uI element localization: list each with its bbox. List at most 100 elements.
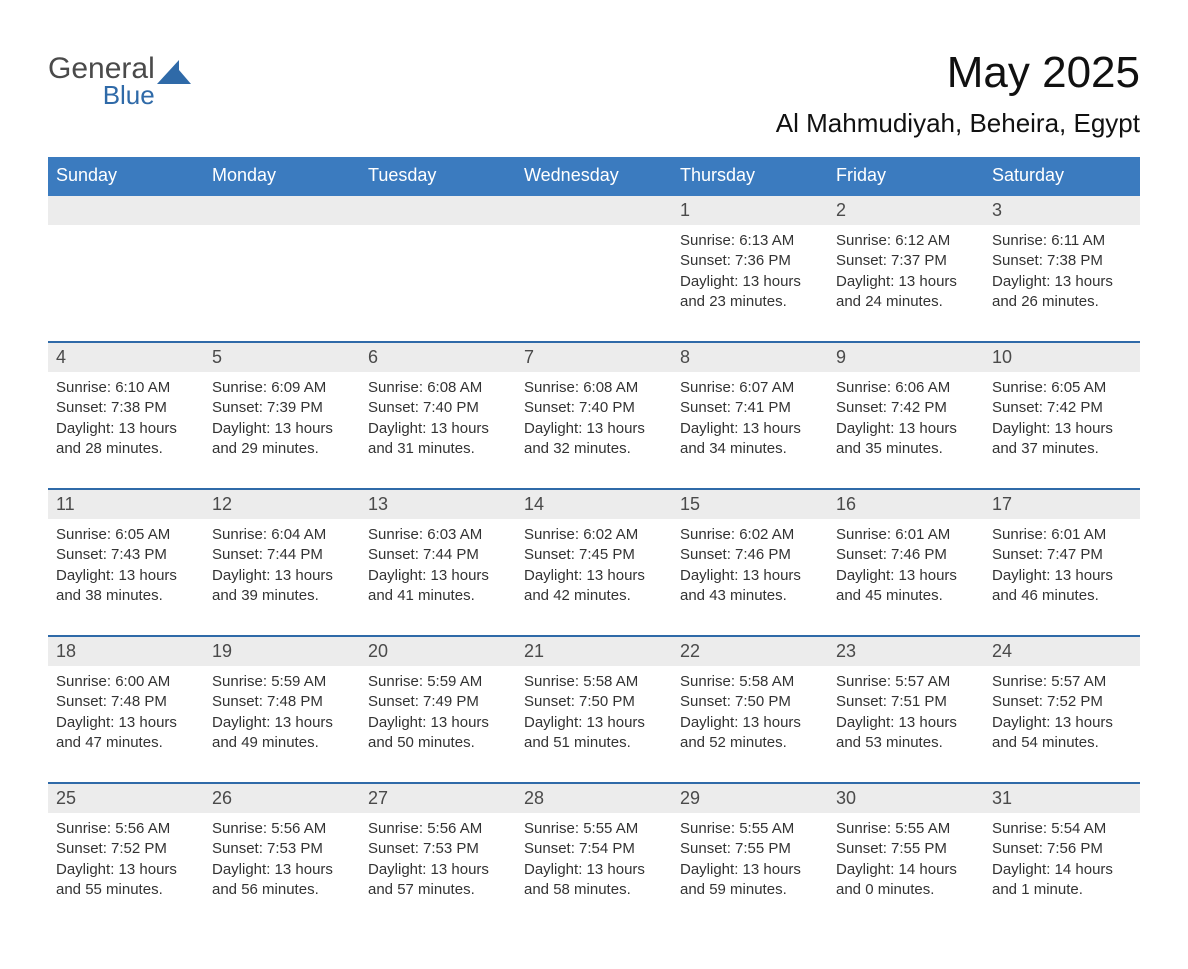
day-number-cell: 31: [984, 782, 1140, 813]
sunset-line: Sunset: 7:38 PM: [992, 251, 1132, 271]
daylight-line: Daylight: 13 hours and 53 minutes.: [836, 713, 976, 754]
weekday-header: Saturday: [984, 157, 1140, 196]
sunset-line: Sunset: 7:40 PM: [524, 398, 664, 418]
sunrise-line: Sunrise: 5:54 AM: [992, 819, 1132, 839]
sunrise-line: Sunrise: 5:56 AM: [56, 819, 196, 839]
sunrise-line: Sunrise: 6:02 AM: [524, 525, 664, 545]
day-number-cell: 11: [48, 488, 204, 519]
day-number-cell: 13: [360, 488, 516, 519]
day-number-cell: 5: [204, 341, 360, 372]
sunset-line: Sunset: 7:42 PM: [836, 398, 976, 418]
sunset-line: Sunset: 7:37 PM: [836, 251, 976, 271]
day-number-cell: 24: [984, 635, 1140, 666]
daylight-line: Daylight: 13 hours and 31 minutes.: [368, 419, 508, 460]
flag-icon: [157, 60, 191, 86]
day-number-row: 123: [48, 196, 1140, 225]
sunset-line: Sunset: 7:43 PM: [56, 545, 196, 565]
sunset-line: Sunset: 7:47 PM: [992, 545, 1132, 565]
sunset-line: Sunset: 7:45 PM: [524, 545, 664, 565]
sunrise-line: Sunrise: 5:56 AM: [368, 819, 508, 839]
day-content-cell: Sunrise: 5:54 AMSunset: 7:56 PMDaylight:…: [984, 813, 1140, 929]
day-content-cell: Sunrise: 5:55 AMSunset: 7:55 PMDaylight:…: [672, 813, 828, 929]
sunset-line: Sunset: 7:55 PM: [680, 839, 820, 859]
sunrise-line: Sunrise: 6:02 AM: [680, 525, 820, 545]
daylight-line: Daylight: 13 hours and 42 minutes.: [524, 566, 664, 607]
page-title: May 2025: [776, 48, 1140, 98]
sunrise-line: Sunrise: 5:59 AM: [212, 672, 352, 692]
sunrise-line: Sunrise: 5:55 AM: [836, 819, 976, 839]
sunset-line: Sunset: 7:46 PM: [680, 545, 820, 565]
day-number-cell: 3: [984, 196, 1140, 225]
day-content-cell: Sunrise: 6:08 AMSunset: 7:40 PMDaylight:…: [516, 372, 672, 488]
sunset-line: Sunset: 7:39 PM: [212, 398, 352, 418]
day-content-cell: Sunrise: 6:02 AMSunset: 7:45 PMDaylight:…: [516, 519, 672, 635]
day-number-cell: 14: [516, 488, 672, 519]
day-content-cell: [204, 225, 360, 341]
day-number-cell: 22: [672, 635, 828, 666]
daylight-line: Daylight: 13 hours and 47 minutes.: [56, 713, 196, 754]
daylight-line: Daylight: 13 hours and 49 minutes.: [212, 713, 352, 754]
sunset-line: Sunset: 7:41 PM: [680, 398, 820, 418]
day-content-cell: Sunrise: 6:12 AMSunset: 7:37 PMDaylight:…: [828, 225, 984, 341]
daylight-line: Daylight: 13 hours and 32 minutes.: [524, 419, 664, 460]
header: General Blue May 2025 Al Mahmudiyah, Beh…: [48, 20, 1140, 139]
day-number-cell: 9: [828, 341, 984, 372]
day-number-cell: 19: [204, 635, 360, 666]
sunrise-line: Sunrise: 5:58 AM: [524, 672, 664, 692]
sunrise-line: Sunrise: 6:04 AM: [212, 525, 352, 545]
day-content-row: Sunrise: 5:56 AMSunset: 7:52 PMDaylight:…: [48, 813, 1140, 929]
day-number-cell: [360, 196, 516, 225]
sunrise-line: Sunrise: 6:13 AM: [680, 231, 820, 251]
weekday-header: Tuesday: [360, 157, 516, 196]
sunrise-line: Sunrise: 5:56 AM: [212, 819, 352, 839]
location-subtitle: Al Mahmudiyah, Beheira, Egypt: [776, 108, 1140, 139]
day-number-cell: 21: [516, 635, 672, 666]
calendar-page: General Blue May 2025 Al Mahmudiyah, Beh…: [0, 0, 1188, 969]
day-number-cell: 12: [204, 488, 360, 519]
sunrise-line: Sunrise: 6:03 AM: [368, 525, 508, 545]
sunset-line: Sunset: 7:48 PM: [56, 692, 196, 712]
day-content-cell: Sunrise: 6:00 AMSunset: 7:48 PMDaylight:…: [48, 666, 204, 782]
day-number-row: 11121314151617: [48, 488, 1140, 519]
day-content-cell: Sunrise: 6:05 AMSunset: 7:42 PMDaylight:…: [984, 372, 1140, 488]
sunrise-line: Sunrise: 6:00 AM: [56, 672, 196, 692]
weekday-header: Thursday: [672, 157, 828, 196]
weekday-header: Monday: [204, 157, 360, 196]
daylight-line: Daylight: 13 hours and 57 minutes.: [368, 860, 508, 901]
sunrise-line: Sunrise: 6:10 AM: [56, 378, 196, 398]
day-number-cell: 20: [360, 635, 516, 666]
daylight-line: Daylight: 13 hours and 39 minutes.: [212, 566, 352, 607]
sunrise-line: Sunrise: 5:55 AM: [524, 819, 664, 839]
day-number-row: 18192021222324: [48, 635, 1140, 666]
sunset-line: Sunset: 7:54 PM: [524, 839, 664, 859]
sunset-line: Sunset: 7:50 PM: [680, 692, 820, 712]
sunrise-line: Sunrise: 5:58 AM: [680, 672, 820, 692]
day-content-cell: Sunrise: 5:57 AMSunset: 7:51 PMDaylight:…: [828, 666, 984, 782]
daylight-line: Daylight: 13 hours and 46 minutes.: [992, 566, 1132, 607]
daylight-line: Daylight: 13 hours and 58 minutes.: [524, 860, 664, 901]
brand-logo: General Blue: [48, 54, 191, 108]
sunrise-line: Sunrise: 5:57 AM: [836, 672, 976, 692]
sunrise-line: Sunrise: 5:55 AM: [680, 819, 820, 839]
day-number-cell: 18: [48, 635, 204, 666]
calendar-body: 123Sunrise: 6:13 AMSunset: 7:36 PMDaylig…: [48, 196, 1140, 929]
day-number-cell: 28: [516, 782, 672, 813]
day-content-cell: Sunrise: 6:01 AMSunset: 7:47 PMDaylight:…: [984, 519, 1140, 635]
day-content-cell: Sunrise: 6:10 AMSunset: 7:38 PMDaylight:…: [48, 372, 204, 488]
sunset-line: Sunset: 7:55 PM: [836, 839, 976, 859]
day-number-cell: 30: [828, 782, 984, 813]
daylight-line: Daylight: 13 hours and 26 minutes.: [992, 272, 1132, 313]
sunrise-line: Sunrise: 6:05 AM: [56, 525, 196, 545]
day-content-cell: Sunrise: 5:56 AMSunset: 7:53 PMDaylight:…: [360, 813, 516, 929]
sunrise-line: Sunrise: 5:59 AM: [368, 672, 508, 692]
day-number-cell: 7: [516, 341, 672, 372]
daylight-line: Daylight: 13 hours and 52 minutes.: [680, 713, 820, 754]
day-number-cell: 25: [48, 782, 204, 813]
sunset-line: Sunset: 7:40 PM: [368, 398, 508, 418]
day-content-cell: [516, 225, 672, 341]
sunset-line: Sunset: 7:48 PM: [212, 692, 352, 712]
day-number-row: 25262728293031: [48, 782, 1140, 813]
day-number-cell: 16: [828, 488, 984, 519]
day-content-row: Sunrise: 6:05 AMSunset: 7:43 PM Daylight:…: [48, 519, 1140, 635]
day-number-cell: 2: [828, 196, 984, 225]
